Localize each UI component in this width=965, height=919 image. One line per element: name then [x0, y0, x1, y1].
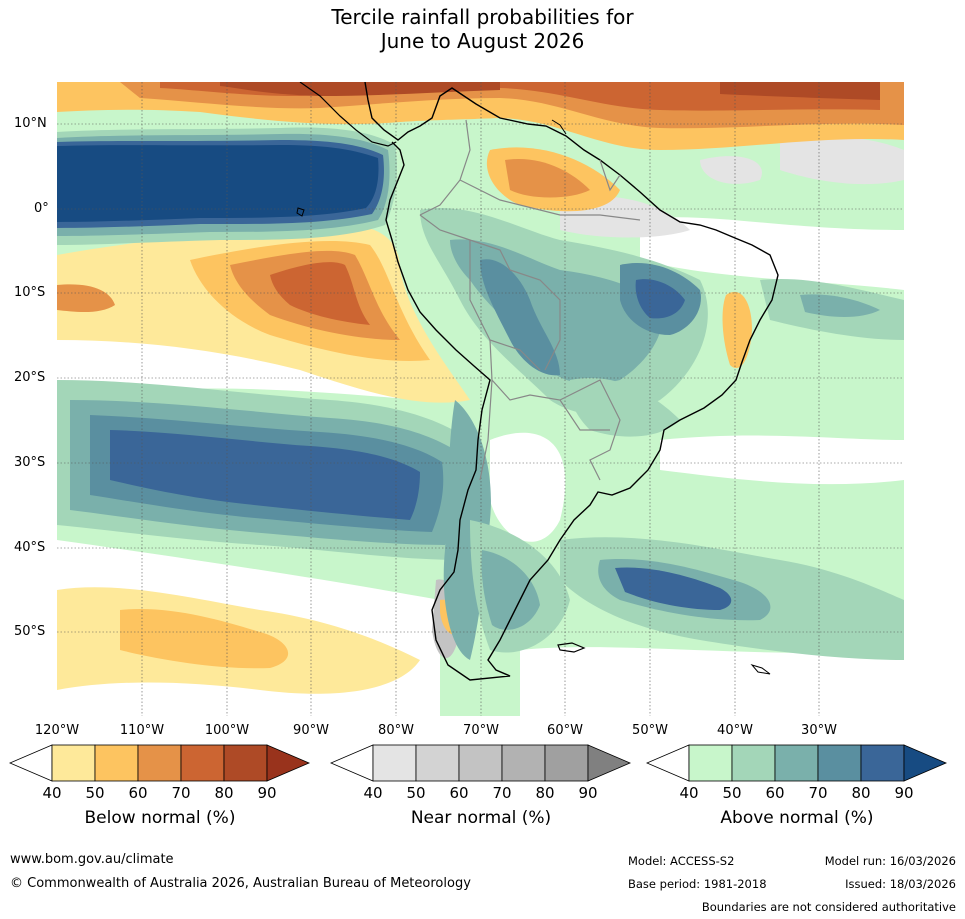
near-colorbar-tick-label: 90: [578, 784, 598, 802]
colorbar-near-normal: [329, 744, 632, 782]
lon-label-70w: 70°W: [463, 723, 499, 738]
lat-label-30s: 30°S: [14, 455, 46, 470]
below-colorbar-segment: [137, 744, 182, 782]
lon-label-30w: 30°W: [801, 723, 837, 738]
lon-label-50w: 50°W: [632, 723, 668, 738]
map-title-line1: Tercile rainfall probabilities for: [331, 5, 634, 29]
lat-label-20s: 20°S: [14, 370, 46, 385]
footer-issued: Issued: 18/03/2026: [845, 877, 956, 891]
above-colorbar-high-extension: [903, 744, 948, 782]
above-colorbar-tick-label: 50: [722, 784, 742, 802]
below-colorbar-tick-label: 80: [214, 784, 234, 802]
above-colorbar-tick-label: 70: [808, 784, 828, 802]
above-colorbar-segment: [731, 744, 776, 782]
lon-label-100w: 100°W: [204, 723, 250, 738]
near-colorbar-segment: [415, 744, 460, 782]
above-colorbar-segment: [774, 744, 819, 782]
above-colorbar-segment: [817, 744, 862, 782]
below-colorbar-tick-label: 60: [128, 784, 148, 802]
lon-label-80w: 80°W: [378, 723, 414, 738]
near-colorbar-tick-label: 60: [449, 784, 469, 802]
near-colorbar-low-extension: [329, 744, 374, 782]
near-colorbar-segment: [544, 744, 589, 782]
lon-label-60w: 60°W: [547, 723, 583, 738]
near-colorbar-segment: [501, 744, 546, 782]
lat-label-50s: 50°S: [14, 624, 46, 639]
above-colorbar-low-extension: [645, 744, 690, 782]
colorbar-above-normal: [645, 744, 948, 782]
colorbar-title-below: Below normal (%): [84, 808, 236, 828]
colorbar-below-normal: [8, 744, 311, 782]
colorbar-title-above: Above normal (%): [720, 808, 874, 828]
above-colorbar-tick-label: 80: [851, 784, 871, 802]
graticule: [57, 82, 904, 716]
footer-url[interactable]: www.bom.gov.au/climate: [10, 852, 174, 867]
map-title-line2: June to August 2026: [380, 29, 585, 53]
below-colorbar-tick-label: 90: [257, 784, 277, 802]
near-colorbar-tick-label: 40: [363, 784, 383, 802]
near-colorbar-tick-label: 70: [492, 784, 512, 802]
near-colorbar-segment: [458, 744, 503, 782]
map-field: [57, 82, 904, 716]
above-colorbar-tick-label: 40: [679, 784, 699, 802]
footer-copyright: © Commonwealth of Australia 2026, Austra…: [10, 876, 471, 891]
near-colorbar-high-extension: [587, 744, 632, 782]
below-colorbar-segment: [94, 744, 139, 782]
above-colorbar-tick-label: 90: [894, 784, 914, 802]
colorbar-title-near: Near normal (%): [410, 808, 552, 828]
above-colorbar-segment: [860, 744, 905, 782]
below-colorbar-tick-label: 50: [85, 784, 105, 802]
below-colorbar-segment: [180, 744, 225, 782]
footer-model-run: Model run: 16/03/2026: [824, 854, 956, 868]
below-colorbar-segment: [223, 744, 268, 782]
lat-label-10n: 10°N: [14, 116, 47, 131]
below-colorbar-low-extension: [8, 744, 53, 782]
below-colorbar-high-extension: [266, 744, 311, 782]
lat-label-40s: 40°S: [14, 540, 46, 555]
lat-label-10s: 10°S: [14, 285, 46, 300]
lon-label-90w: 90°W: [293, 723, 329, 738]
near-colorbar-segment: [372, 744, 417, 782]
above-colorbar-segment: [688, 744, 733, 782]
country-borders: [419, 119, 641, 481]
lon-label-40w: 40°W: [717, 723, 753, 738]
lon-label-110w: 110°W: [119, 723, 165, 738]
below-colorbar-segment: [51, 744, 96, 782]
footer-disclaimer: Boundaries are not considered authoritat…: [701, 900, 956, 914]
lat-label-0: 0°: [34, 201, 49, 216]
above-colorbar-tick-label: 60: [765, 784, 785, 802]
lon-label-120w: 120°W: [34, 723, 80, 738]
near-colorbar-tick-label: 50: [406, 784, 426, 802]
south-america-coastline: [364, 82, 779, 681]
near-colorbar-tick-label: 80: [535, 784, 555, 802]
footer-base-period: Base period: 1981-2018: [628, 877, 767, 891]
below-colorbar-tick-label: 40: [42, 784, 62, 802]
footer-model: Model: ACCESS-S2: [628, 854, 735, 868]
below-colorbar-tick-label: 70: [171, 784, 191, 802]
